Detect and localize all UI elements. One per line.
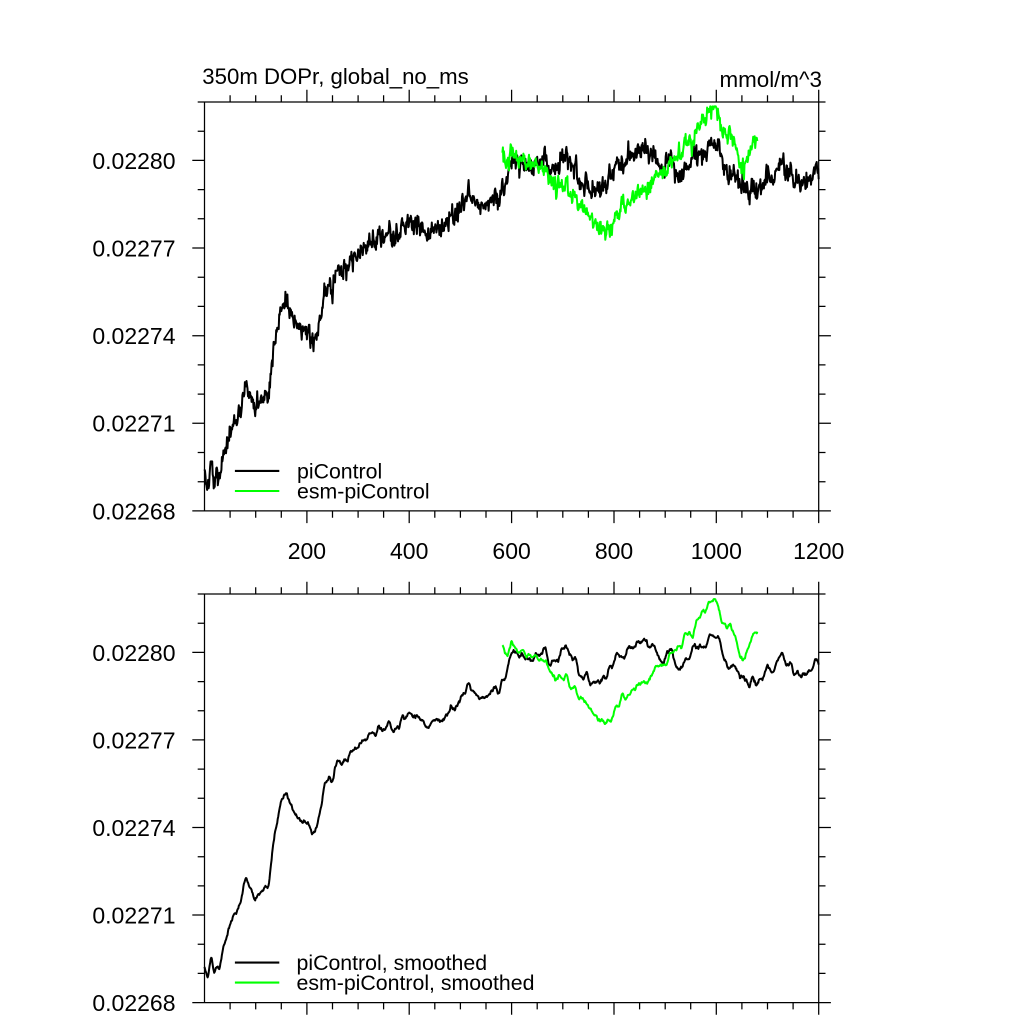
svg-text:350m DOPr, global_no_ms: 350m DOPr, global_no_ms <box>202 64 468 89</box>
svg-text:0.02274: 0.02274 <box>92 815 175 841</box>
svg-text:1000: 1000 <box>691 538 742 564</box>
svg-text:0.02280: 0.02280 <box>92 148 175 174</box>
svg-text:0.02271: 0.02271 <box>92 902 175 928</box>
svg-text:0.02277: 0.02277 <box>92 235 175 261</box>
svg-text:0.02271: 0.02271 <box>92 411 175 437</box>
svg-text:600: 600 <box>492 538 530 564</box>
svg-text:200: 200 <box>288 538 326 564</box>
svg-text:0.02277: 0.02277 <box>92 727 175 753</box>
svg-text:0.02268: 0.02268 <box>92 498 175 524</box>
svg-text:esm-piControl: esm-piControl <box>297 479 430 503</box>
svg-text:piControl, smoothed: piControl, smoothed <box>297 951 488 975</box>
svg-text:800: 800 <box>595 538 633 564</box>
svg-text:0.02274: 0.02274 <box>92 323 175 349</box>
svg-text:mmol/m^3: mmol/m^3 <box>719 67 822 92</box>
svg-text:0.02280: 0.02280 <box>92 640 175 666</box>
svg-text:400: 400 <box>390 538 428 564</box>
svg-text:piControl: piControl <box>297 460 382 484</box>
svg-text:0.02268: 0.02268 <box>92 990 175 1016</box>
svg-text:esm-piControl, smoothed: esm-piControl, smoothed <box>297 971 535 995</box>
svg-text:1200: 1200 <box>793 538 844 564</box>
